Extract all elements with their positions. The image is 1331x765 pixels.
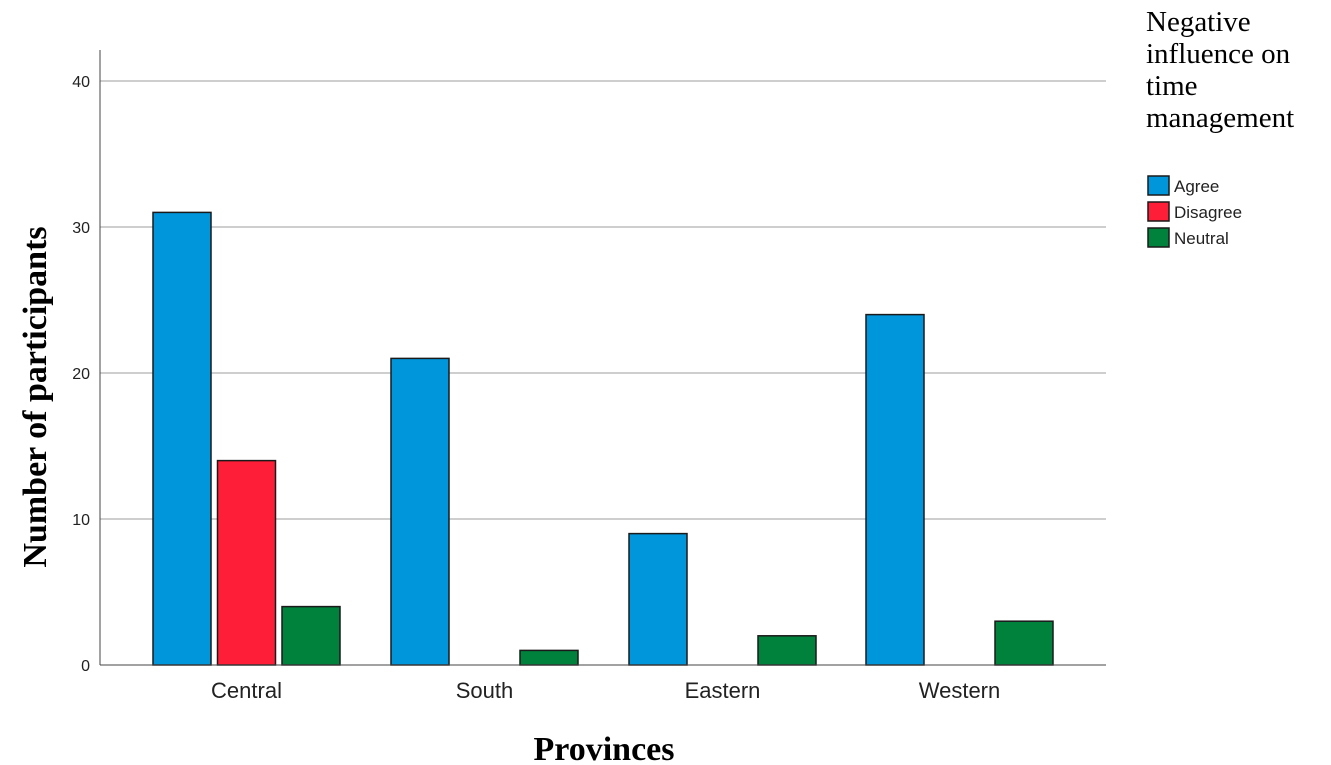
legend-swatch-disagree xyxy=(1148,202,1169,221)
x-tick-label: South xyxy=(456,678,514,703)
legend-title-line: management xyxy=(1146,102,1294,134)
gridlines xyxy=(100,81,1106,519)
bar-neutral-western xyxy=(995,621,1053,665)
x-tick-labels: Central South Eastern Western xyxy=(211,678,1000,703)
bar-neutral-eastern xyxy=(758,636,816,665)
y-tick-label: 10 xyxy=(72,512,90,529)
y-tick-labels: 0 10 20 30 40 xyxy=(72,74,90,675)
legend-title-line: time xyxy=(1146,70,1198,102)
bar-agree-eastern xyxy=(629,534,687,665)
y-tick-label: 20 xyxy=(72,366,90,383)
bar-agree-central xyxy=(153,212,211,665)
legend-label-disagree: Disagree xyxy=(1174,203,1242,222)
x-tick-label: Western xyxy=(919,678,1001,703)
legend-items: Agree Disagree Neutral xyxy=(1148,176,1242,248)
legend-swatch-neutral xyxy=(1148,228,1169,247)
bar-neutral-central xyxy=(282,607,340,665)
y-tick-label: 40 xyxy=(72,74,90,91)
legend-swatch-agree xyxy=(1148,176,1169,195)
legend-label-neutral: Neutral xyxy=(1174,229,1229,248)
bar-agree-western xyxy=(866,315,924,665)
y-axis-title: Number of participants xyxy=(17,226,54,567)
legend-title-line: influence on xyxy=(1146,38,1291,70)
bar-disagree-central xyxy=(218,461,276,665)
x-tick-label: Central xyxy=(211,678,282,703)
y-tick-label: 0 xyxy=(81,658,90,675)
bars xyxy=(153,212,1053,665)
x-axis-title: Provinces xyxy=(533,731,674,765)
legend-title-line: Negative xyxy=(1146,6,1251,38)
bar-neutral-south xyxy=(520,650,578,665)
x-tick-label: Eastern xyxy=(685,678,761,703)
y-tick-label: 30 xyxy=(72,220,90,237)
bar-agree-south xyxy=(391,358,449,665)
legend-label-agree: Agree xyxy=(1174,177,1219,196)
